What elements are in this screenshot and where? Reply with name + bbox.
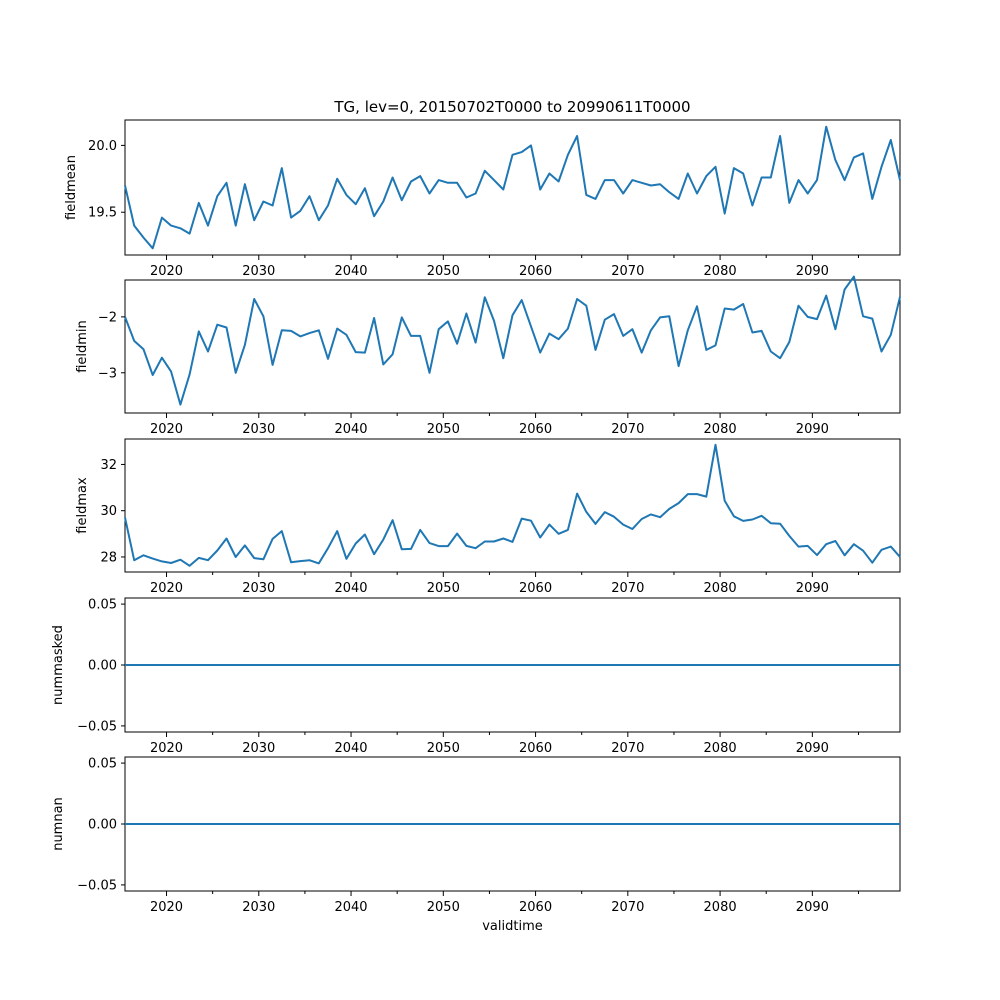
x-tick-label-numnan: 2070 bbox=[611, 900, 644, 915]
x-tick-label-nummasked: 2030 bbox=[242, 741, 275, 756]
x-tick-label-fieldmean: 2080 bbox=[704, 264, 737, 279]
y-axis-label-fieldmean: fieldmean bbox=[64, 155, 79, 220]
x-tick-label-numnan: 2040 bbox=[334, 900, 367, 915]
x-tick-label-fieldmin: 2050 bbox=[427, 422, 460, 437]
y-tick-label-fieldmax: 32 bbox=[100, 458, 117, 473]
series-line-fieldmin bbox=[124, 275, 901, 406]
x-tick-label-numnan: 2020 bbox=[150, 900, 183, 915]
x-tick-label-numnan: 2050 bbox=[427, 900, 460, 915]
y-tick-label-fieldmax: 28 bbox=[100, 550, 117, 565]
plot-frame-fieldmax bbox=[124, 438, 901, 573]
x-tick-label-fieldmax: 2090 bbox=[796, 581, 829, 596]
y-tick-label-numnan: −0.05 bbox=[77, 878, 117, 893]
x-tick-label-nummasked: 2040 bbox=[334, 741, 367, 756]
panel-fieldmean: 19.5 20.0 2020 2030 2040 2050 2060 2070 2080 2090… bbox=[64, 119, 901, 279]
x-tick-label-fieldmin: 2040 bbox=[334, 422, 367, 437]
y-axis-label-fieldmax: fieldmax bbox=[75, 477, 90, 534]
x-tick-label-fieldmean: 2030 bbox=[242, 264, 275, 279]
x-tick-label-nummasked: 2050 bbox=[427, 741, 460, 756]
y-axis-label-numnan: numnan bbox=[51, 797, 66, 851]
y-tick-label-nummasked: 0.05 bbox=[88, 598, 117, 613]
x-tick-label-numnan: 2090 bbox=[796, 900, 829, 915]
x-tick-label-numnan: 2060 bbox=[519, 900, 552, 915]
plot-frame-fieldmin bbox=[124, 279, 901, 414]
y-tick-label-fieldmean: 20.0 bbox=[88, 139, 117, 154]
x-tick-label-nummasked: 2080 bbox=[704, 741, 737, 756]
y-tick-label-fieldmean: 19.5 bbox=[88, 206, 117, 221]
x-tick-label-fieldmax: 2020 bbox=[150, 581, 183, 596]
y-tick-label-numnan: 0.00 bbox=[88, 818, 117, 833]
x-tick-label-fieldmin: 2070 bbox=[611, 422, 644, 437]
x-tick-label-fieldmean: 2050 bbox=[427, 264, 460, 279]
y-axis-label-nummasked: nummasked bbox=[51, 625, 66, 705]
x-tick-label-numnan: 2030 bbox=[242, 900, 275, 915]
x-tick-label-fieldmax: 2060 bbox=[519, 581, 552, 596]
x-tick-label-nummasked: 2060 bbox=[519, 741, 552, 756]
chart-title: TG, lev=0, 20150702T0000 to 20990611T000… bbox=[333, 98, 690, 116]
x-tick-label-nummasked: 2020 bbox=[150, 741, 183, 756]
panel-nummasked: −0.05 0.00 0.05 2020 2030 2040 2050 2060 2070 208… bbox=[51, 597, 901, 756]
x-tick-label-fieldmean: 2090 bbox=[796, 264, 829, 279]
x-tick-label-fieldmax: 2030 bbox=[242, 581, 275, 596]
x-tick-label-fieldmax: 2070 bbox=[611, 581, 644, 596]
y-tick-label-nummasked: −0.05 bbox=[77, 719, 117, 734]
x-tick-label-fieldmean: 2060 bbox=[519, 264, 552, 279]
x-tick-label-fieldmin: 2020 bbox=[150, 422, 183, 437]
y-axis-label-fieldmin: fieldmin bbox=[75, 320, 90, 373]
x-tick-label-fieldmean: 2070 bbox=[611, 264, 644, 279]
y-tick-label-fieldmax: 30 bbox=[100, 504, 117, 519]
x-tick-label-fieldmax: 2050 bbox=[427, 581, 460, 596]
panel-fieldmin: −3 −2 2020 2030 2040 2050 2060 2070 2080 2090 fiel… bbox=[75, 275, 901, 437]
panel-fieldmax: 28 30 32 2020 2030 2040 2050 2060 2070 2080 2090 fi… bbox=[75, 438, 901, 596]
series-line-fieldmean bbox=[124, 125, 901, 250]
x-tick-label-nummasked: 2070 bbox=[611, 741, 644, 756]
series-line-fieldmax bbox=[124, 443, 901, 567]
x-axis-label: validtime bbox=[482, 919, 543, 934]
x-tick-label-fieldmean: 2020 bbox=[150, 264, 183, 279]
y-tick-label-nummasked: 0.00 bbox=[88, 659, 117, 674]
y-tick-label-fieldmin: −2 bbox=[98, 310, 117, 325]
x-tick-label-fieldmax: 2080 bbox=[704, 581, 737, 596]
x-tick-label-fieldmean: 2040 bbox=[334, 264, 367, 279]
plot-frame-fieldmean bbox=[124, 119, 901, 256]
x-tick-label-fieldmin: 2080 bbox=[704, 422, 737, 437]
y-tick-label-numnan: 0.05 bbox=[88, 757, 117, 772]
x-tick-label-numnan: 2080 bbox=[704, 900, 737, 915]
panel-numnan: −0.05 0.00 0.05 2020 2030 2040 2050 2060 2070 208… bbox=[51, 756, 901, 915]
panels: 19.5 20.0 2020 2030 2040 2050 2060 2070 2080 2090… bbox=[51, 119, 901, 915]
x-tick-label-fieldmin: 2060 bbox=[519, 422, 552, 437]
x-tick-label-fieldmin: 2030 bbox=[242, 422, 275, 437]
x-tick-label-fieldmin: 2090 bbox=[796, 422, 829, 437]
x-tick-label-nummasked: 2090 bbox=[796, 741, 829, 756]
y-tick-label-fieldmin: −3 bbox=[98, 366, 117, 381]
x-tick-label-fieldmax: 2040 bbox=[334, 581, 367, 596]
